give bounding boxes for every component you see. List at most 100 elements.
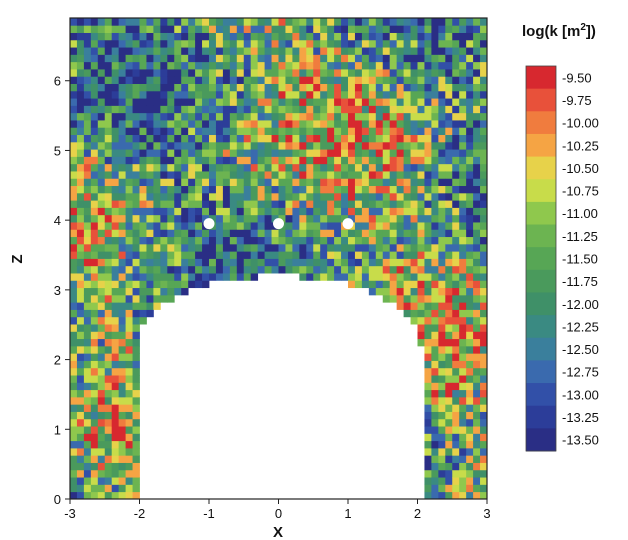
- heatmap-cell: [445, 433, 453, 442]
- heatmap-cell: [382, 251, 391, 259]
- heatmap-cell: [424, 396, 432, 405]
- heatmap-cell: [459, 426, 467, 434]
- heatmap-cell: [90, 149, 99, 157]
- heatmap-cell: [459, 149, 467, 157]
- heatmap-cell: [271, 236, 279, 245]
- heatmap-cell: [466, 477, 474, 485]
- heatmap-cell: [146, 32, 154, 41]
- heatmap-cell: [452, 112, 460, 121]
- heatmap-cell: [83, 367, 92, 376]
- heatmap-cell: [306, 207, 314, 216]
- heatmap-cell: [480, 149, 488, 157]
- heatmap-cell: [229, 163, 238, 172]
- heatmap-cell: [83, 105, 92, 114]
- heatmap-cell: [396, 18, 404, 26]
- heatmap-cell: [167, 69, 175, 77]
- heatmap-cell: [431, 214, 439, 223]
- heatmap-cell: [299, 47, 307, 55]
- heatmap-cell: [243, 112, 252, 121]
- heatmap-cell: [299, 112, 307, 121]
- heatmap-cell: [466, 280, 474, 289]
- heatmap-cell: [327, 69, 335, 77]
- heatmap-cell: [146, 54, 154, 63]
- heatmap-cell: [361, 207, 370, 216]
- heatmap-cell: [334, 265, 342, 274]
- heatmap-cell: [410, 120, 418, 128]
- x-axis-label: X: [273, 524, 283, 540]
- heatmap-cell: [382, 105, 391, 114]
- heatmap-cell: [445, 171, 453, 179]
- heatmap-cell: [334, 61, 342, 70]
- heatmap-cell: [160, 39, 168, 48]
- heatmap-cell: [264, 18, 272, 26]
- heatmap-cell: [459, 367, 467, 376]
- heatmap-cell: [480, 127, 488, 136]
- heatmap-cell: [104, 192, 113, 201]
- heatmap-cell: [417, 134, 425, 143]
- x-tick-label: -3: [64, 506, 76, 521]
- heatmap-cell: [153, 287, 161, 296]
- heatmap-cell: [334, 47, 342, 55]
- heatmap-cell: [348, 127, 356, 136]
- heatmap-cell: [222, 127, 231, 136]
- heatmap-cell: [466, 324, 474, 332]
- heatmap-cell: [292, 141, 300, 150]
- heatmap-cell: [202, 32, 210, 41]
- heatmap-cell: [90, 134, 99, 143]
- heatmap-cell: [111, 316, 120, 325]
- heatmap-cell: [354, 127, 363, 136]
- heatmap-cell: [202, 18, 210, 26]
- heatmap-cell: [243, 243, 252, 252]
- heatmap-cell: [459, 265, 467, 274]
- heatmap-cell: [445, 455, 453, 463]
- heatmap-cell: [111, 491, 120, 500]
- heatmap-cell: [90, 251, 99, 259]
- heatmap-cell: [229, 265, 238, 274]
- heatmap-cell: [111, 69, 120, 77]
- heatmap-cell: [438, 353, 446, 361]
- heatmap-cell: [264, 90, 272, 99]
- heatmap-cell: [466, 83, 474, 92]
- heatmap-cell: [160, 273, 168, 281]
- heatmap-cell: [438, 345, 446, 354]
- heatmap-cell: [118, 491, 126, 500]
- heatmap-cell: [132, 178, 140, 187]
- heatmap-cell: [215, 98, 224, 106]
- heatmap-cell: [195, 127, 203, 136]
- heatmap-cell: [480, 367, 488, 376]
- heatmap-cell: [320, 127, 328, 136]
- heatmap-cell: [466, 127, 474, 136]
- heatmap-cell: [118, 192, 126, 201]
- colorbar-title: log(k [m2]): [522, 22, 596, 40]
- heatmap-cell: [76, 222, 85, 230]
- heatmap-cell: [118, 134, 126, 143]
- heatmap-cell: [271, 76, 279, 84]
- heatmap-cell: [473, 229, 481, 238]
- heatmap-cell: [410, 236, 418, 245]
- heatmap-cell: [445, 236, 453, 245]
- heatmap-cell: [167, 222, 175, 230]
- heatmap-cell: [118, 309, 126, 318]
- heatmap-cell: [90, 61, 99, 70]
- heatmap-cell: [410, 251, 418, 259]
- heatmap-cell: [111, 47, 120, 55]
- heatmap-cell: [431, 324, 439, 332]
- colorbar-label: -12.25: [562, 319, 599, 334]
- heatmap-cell: [181, 222, 189, 230]
- heatmap-cell: [445, 404, 453, 412]
- heatmap-cell: [368, 192, 377, 201]
- heatmap-cell: [389, 222, 398, 230]
- heatmap-cell: [70, 418, 78, 427]
- heatmap-cell: [83, 411, 92, 420]
- heatmap-cell: [466, 98, 474, 106]
- heatmap-cell: [424, 243, 432, 252]
- heatmap-cell: [473, 353, 481, 361]
- heatmap-cell: [83, 462, 92, 471]
- heatmap-cell: [278, 18, 286, 26]
- heatmap-cell: [466, 61, 474, 70]
- heatmap-cell: [264, 207, 272, 216]
- heatmap-cell: [83, 302, 92, 310]
- heatmap-cell: [452, 338, 460, 347]
- heatmap-cell: [202, 39, 210, 48]
- heatmap-cell: [236, 120, 245, 128]
